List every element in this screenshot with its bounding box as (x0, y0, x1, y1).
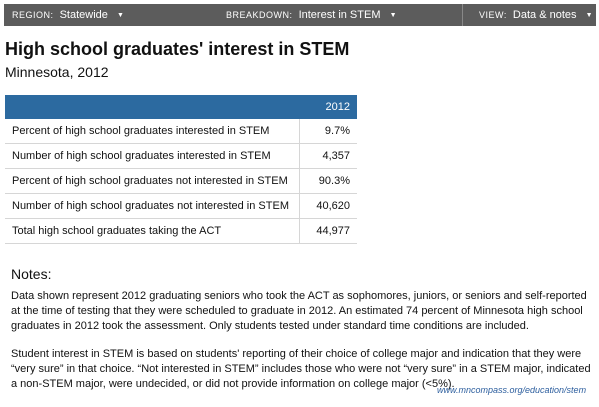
region-dropdown-value: Statewide (59, 9, 108, 21)
row-label: Number of high school graduates not inte… (12, 200, 289, 212)
row-label: Number of high school graduates interest… (12, 150, 271, 162)
breakdown-dropdown[interactable]: BREAKDOWN: Interest in STEM ▼ (226, 4, 397, 26)
table-row: Total high school graduates taking the A… (5, 219, 357, 244)
page-title: High school graduates' interest in STEM (5, 39, 350, 59)
view-dropdown-key: VIEW: (479, 10, 507, 20)
row-label: Percent of high school graduates not int… (12, 175, 288, 187)
row-value: 40,620 (299, 194, 357, 218)
breakdown-dropdown-key: BREAKDOWN: (226, 10, 293, 20)
row-label: Total high school graduates taking the A… (12, 225, 222, 237)
row-value: 44,977 (299, 219, 357, 243)
view-dropdown-value: Data & notes (512, 9, 577, 21)
row-value: 4,357 (299, 144, 357, 168)
filter-toolbar: REGION: Statewide ▼ BREAKDOWN: Interest … (4, 4, 596, 26)
table-row: Number of high school graduates interest… (5, 144, 357, 169)
notes-body: Data shown represent 2012 graduating sen… (11, 289, 591, 405)
notes-heading: Notes: (11, 266, 52, 282)
region-dropdown[interactable]: REGION: Statewide ▼ (12, 4, 124, 26)
chevron-down-icon: ▼ (389, 12, 397, 19)
data-table: 2012 Percent of high school graduates in… (5, 95, 357, 244)
page-subtitle: Minnesota, 2012 (5, 64, 109, 80)
source-link[interactable]: www.mncompass.org/education/stem (437, 385, 587, 395)
notes-paragraph: Data shown represent 2012 graduating sen… (11, 290, 587, 332)
table-row: Percent of high school graduates not int… (5, 169, 357, 194)
notes-paragraph: Student interest in STEM is based on stu… (11, 348, 591, 390)
region-dropdown-key: REGION: (12, 10, 54, 20)
table-row: Number of high school graduates not inte… (5, 194, 357, 219)
column-header-2012: 2012 (325, 101, 350, 113)
table-row: Percent of high school graduates interes… (5, 119, 357, 144)
breakdown-dropdown-value: Interest in STEM (298, 9, 381, 21)
row-value: 90.3% (299, 169, 357, 193)
view-dropdown[interactable]: VIEW: Data & notes ▼ (462, 4, 593, 26)
row-value: 9.7% (299, 119, 357, 143)
row-label: Percent of high school graduates interes… (12, 125, 270, 137)
chevron-down-icon: ▼ (116, 12, 124, 19)
table-header: 2012 (5, 95, 357, 119)
chevron-down-icon: ▼ (585, 12, 593, 19)
